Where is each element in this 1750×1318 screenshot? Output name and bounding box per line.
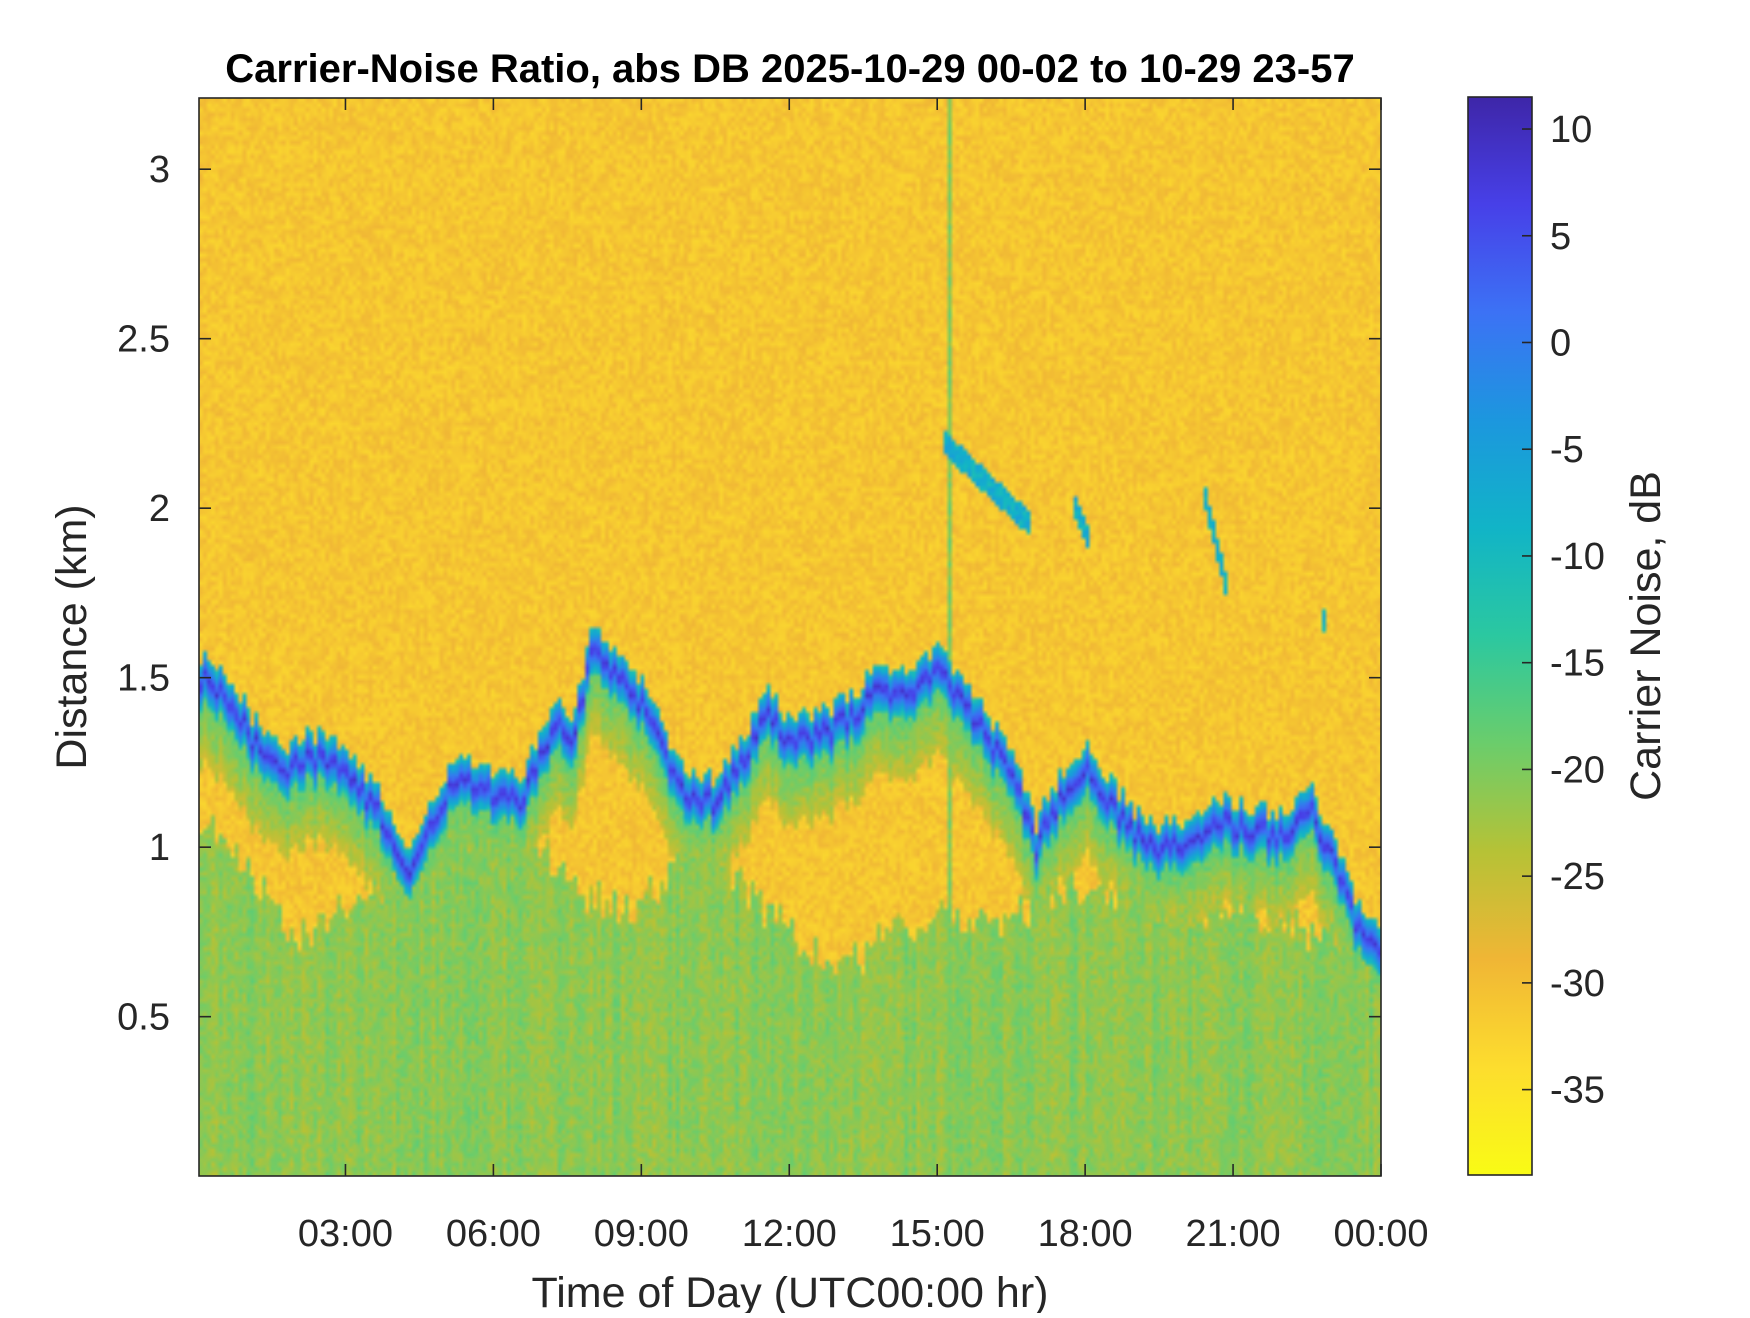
x-axis-label: Time of Day (UTC00:00 hr) (532, 1269, 1049, 1313)
y-tick-label: 1 (149, 827, 170, 869)
y-tick-label: 2 (149, 488, 170, 530)
y-tick-label: 3 (149, 149, 170, 191)
x-tick-label: 21:00 (1186, 1213, 1281, 1255)
colorbar-ticks: 10 5 0 -5 -10 -15 -20 -25 -30 -35 (1522, 109, 1605, 1112)
x-tick-label: 00:00 (1333, 1213, 1428, 1255)
x-tick-label: 15:00 (890, 1213, 985, 1255)
y-axis: 0.5 1 1.5 2 2.5 3 (117, 149, 1381, 1039)
colorbar-scale (1467, 96, 1533, 1176)
y-tick-label: 2.5 (117, 319, 170, 361)
y-tick-label: 1.5 (117, 658, 170, 700)
x-tick-label: 18:00 (1038, 1213, 1133, 1255)
colorbar-tick-label: -15 (1550, 643, 1605, 685)
colorbar-tick-label: -35 (1550, 1070, 1605, 1112)
colorbar-tick-label: 5 (1550, 216, 1571, 258)
colorbar: 10 5 0 -5 -10 -15 -20 -25 -30 -35 Carrier Noise, … (1467, 96, 1670, 1176)
colorbar-tick-label: 10 (1550, 109, 1592, 151)
colorbar-tick-label: -20 (1550, 749, 1605, 791)
heatmap-area (198, 97, 1382, 1177)
colorbar-tick-label: 0 (1550, 322, 1571, 364)
heatmap-image (199, 98, 1381, 1176)
chart-title: Carrier-Noise Ratio, abs DB 2025-10-29 0… (225, 47, 1354, 91)
x-axis: 03:00 06:00 09:00 12:00 15:00 18:00 21:00 00:00 (298, 98, 1429, 1255)
y-axis-label: Distance (km) (48, 504, 96, 769)
colorbar-tick-label: -5 (1550, 429, 1584, 471)
x-tick-label: 03:00 (298, 1213, 393, 1255)
x-tick-label: 06:00 (446, 1213, 541, 1255)
colorbar-label: Carrier Noise, dB (1622, 471, 1670, 801)
x-tick-label: 09:00 (594, 1213, 689, 1255)
x-tick-label: 12:00 (742, 1213, 837, 1255)
y-tick-label: 0.5 (117, 997, 170, 1039)
colorbar-tick-label: -10 (1550, 536, 1605, 578)
colorbar-tick-label: -25 (1550, 856, 1605, 898)
colorbar-tick-label: -30 (1550, 963, 1605, 1005)
